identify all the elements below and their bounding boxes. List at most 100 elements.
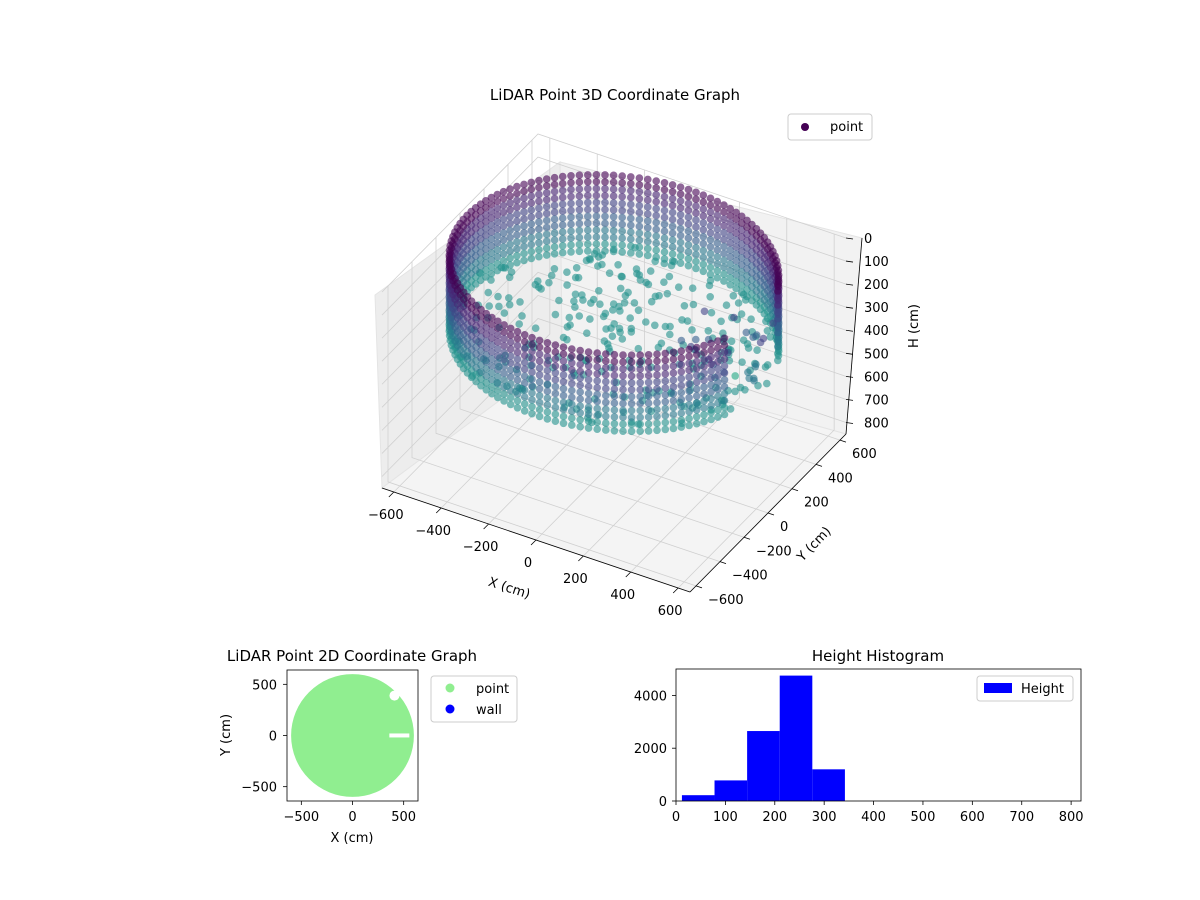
data-point-3d: [542, 175, 551, 183]
data-point-3d: [636, 358, 644, 366]
data-point-3d: [592, 205, 601, 214]
data-point-3d: [499, 236, 508, 244]
data-point-3d: [619, 365, 627, 373]
data-point-3d: [706, 201, 715, 210]
data-point-3d: [563, 335, 571, 344]
data-point-3d: [660, 278, 668, 287]
data-point-3d: [500, 328, 508, 336]
data-point-3d: [487, 207, 496, 216]
data-point-3d: [713, 267, 722, 275]
data-point-3d: [543, 352, 552, 361]
data-point-3d: [584, 362, 593, 370]
data-point-3d: [660, 220, 669, 229]
hist-bar: [747, 731, 780, 801]
y-tick-3d: [767, 512, 775, 516]
hist-bar: [681, 795, 715, 801]
data-point-3d: [609, 233, 618, 242]
data-point-3d: [576, 402, 584, 410]
data-point-3d: [692, 209, 700, 217]
data-point-3d: [647, 297, 656, 306]
data-point-3d: [732, 270, 740, 279]
data-point-3d: [635, 229, 644, 238]
data-point-3d: [559, 398, 568, 407]
data-point-3d: [601, 233, 609, 241]
ticks-hist: 0 100 200 300 400 500 600 700 800 0 2000 4000: [634, 689, 1084, 825]
data-point-3d: [595, 287, 603, 295]
data-point-3d: [542, 202, 551, 211]
data-point-3d: [741, 386, 749, 394]
data-point-3d: [527, 240, 536, 249]
data-point-3d: [584, 247, 592, 255]
data-point-3d: [713, 225, 722, 234]
data-point-3d: [692, 257, 700, 266]
data-point-3d: [500, 383, 508, 392]
data-point-3d: [482, 344, 491, 353]
data-point-3d: [610, 427, 619, 435]
data-point-3d: [644, 427, 653, 435]
hist-bars: [681, 675, 845, 801]
data-point-3d: [644, 364, 653, 373]
data-point-3d: [616, 307, 624, 315]
data-point-3d: [685, 414, 693, 423]
data-point-3d: [742, 328, 751, 337]
data-point-3d: [542, 209, 551, 218]
data-point-3d: [513, 189, 521, 198]
data-point-3d: [513, 327, 522, 336]
data-point-3d: [626, 314, 634, 322]
z-tick-3d: [845, 283, 854, 286]
data-point-3d: [527, 199, 536, 207]
data-point-3d: [550, 243, 559, 251]
data-point-3d: [684, 261, 693, 270]
x-tick-3d: [483, 523, 489, 530]
data-point-3d: [749, 333, 757, 342]
data-point-3d: [528, 340, 536, 349]
data-point-3d: [627, 228, 635, 236]
data-point-3d: [692, 364, 701, 373]
data-point-3d: [520, 400, 529, 408]
data-point-3d: [774, 308, 782, 316]
data-point-3d: [558, 235, 567, 243]
data-point-3d: [493, 204, 502, 213]
data-point-3d: [653, 357, 661, 365]
data-point-3d: [636, 399, 644, 408]
data-point-3d: [551, 403, 560, 412]
data-point-3d: [576, 381, 584, 390]
chart-3d: LiDAR Point 3D Coordinate Graph −600 −400…: [368, 86, 922, 619]
legend-hist-swatch: [984, 683, 1012, 693]
data-point-3d: [575, 192, 584, 200]
data-point-3d: [567, 206, 575, 215]
data-point-3d: [706, 263, 715, 272]
legend-3d-marker: [801, 123, 809, 131]
data-point-3d: [614, 261, 622, 269]
data-point-3d: [542, 189, 551, 197]
data-point-3d: [592, 219, 601, 227]
data-point-3d: [654, 343, 663, 352]
data-point-3d: [550, 194, 559, 203]
data-point-3d: [707, 353, 715, 362]
data-point-3d: [642, 318, 650, 326]
data-point-3d: [769, 319, 777, 328]
data-point-3d: [635, 250, 644, 258]
data-point-3d: [494, 331, 502, 340]
data-point-3d: [584, 417, 593, 426]
data-point-3d: [499, 222, 508, 231]
data-point-3d: [627, 386, 636, 394]
data-point-3d: [706, 270, 715, 279]
data-point-3d: [692, 243, 700, 252]
data-point-3d: [487, 214, 496, 223]
data-point-3d: [677, 347, 686, 355]
data-point-3d: [692, 399, 701, 407]
data-point-3d: [720, 403, 729, 412]
data-point-3d: [627, 180, 635, 188]
data-point-3d: [714, 364, 722, 373]
data-point-3d: [661, 418, 670, 427]
data-point-3d: [513, 224, 521, 232]
data-point-3d: [660, 185, 669, 194]
data-point-3d: [584, 382, 593, 391]
data-point-3d: [699, 226, 708, 234]
data-point-3d: [720, 242, 728, 251]
data-point-3d: [567, 185, 575, 194]
data-point-3d: [568, 379, 576, 388]
data-point-3d: [610, 420, 619, 428]
data-point-3d: [520, 242, 528, 251]
